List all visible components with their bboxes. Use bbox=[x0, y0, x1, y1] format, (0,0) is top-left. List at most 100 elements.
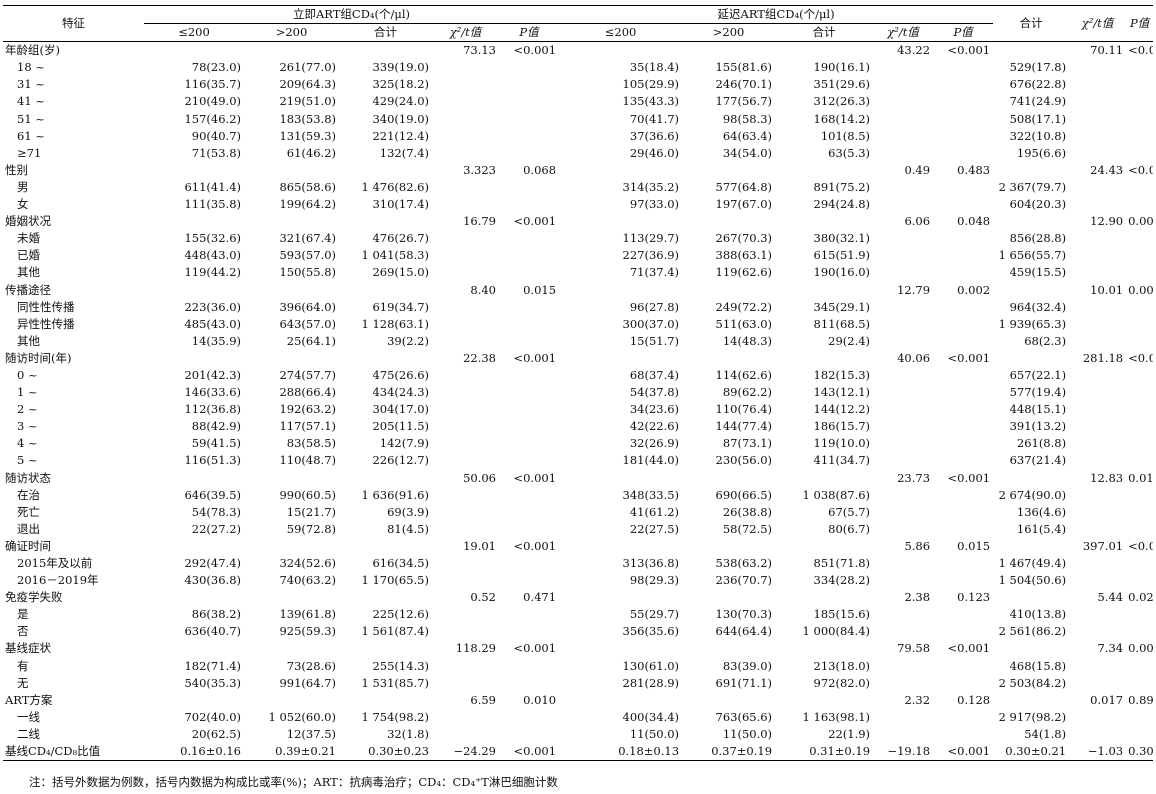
cell-i-gt200: 324(52.6) bbox=[279, 556, 336, 570]
cell-d-subtotal: 144(12.2) bbox=[813, 402, 871, 417]
cell-d-le200 bbox=[559, 640, 682, 657]
cell-total-stat bbox=[1069, 452, 1126, 469]
cell-total-p bbox=[1126, 504, 1153, 521]
cell-d-gt200: 236(70.7) bbox=[715, 573, 773, 588]
cell-d-p bbox=[933, 367, 993, 384]
row-label: ≥71 bbox=[17, 145, 42, 160]
cell-d-p bbox=[933, 93, 993, 110]
cell-d-stat bbox=[873, 435, 933, 452]
cell-i-stat bbox=[432, 606, 499, 623]
cell-d-stat bbox=[873, 333, 933, 350]
cell-i-stat bbox=[432, 709, 499, 726]
cell-d-le200: 113(29.7) bbox=[622, 231, 680, 246]
cell-i-stat bbox=[432, 555, 499, 572]
cell-d-p bbox=[933, 623, 993, 640]
cell-total: 529(17.8) bbox=[1009, 60, 1067, 75]
table-row: 61 ~ 90(40.7) 131(59.3) 221(12.4) 37(36.6) 64… bbox=[3, 128, 1153, 145]
cell-i-p bbox=[499, 264, 559, 281]
cell-d-p bbox=[933, 111, 993, 128]
row-label: 否 bbox=[17, 624, 29, 639]
cell-d-p bbox=[933, 316, 993, 333]
cell-d-p bbox=[933, 658, 993, 675]
cell-d-stat: 12.79 bbox=[897, 282, 931, 297]
cell-total-stat bbox=[1069, 145, 1126, 162]
cell-total-stat bbox=[1069, 333, 1126, 350]
row-label: 51 ~ bbox=[17, 111, 45, 126]
cell-i-stat bbox=[432, 196, 499, 213]
cell-i-stat: 19.01 bbox=[463, 538, 496, 553]
cell-d-p bbox=[933, 675, 993, 692]
cell-total-stat bbox=[1069, 128, 1126, 145]
cell-i-le200: 201(42.3) bbox=[184, 367, 241, 382]
cell-d-gt200: 64(63.4) bbox=[722, 128, 773, 143]
cell-d-p bbox=[933, 401, 993, 418]
cell-i-le200: 146(33.6) bbox=[184, 385, 241, 400]
cell-i-le200 bbox=[144, 350, 244, 367]
cell-d-p: <0.001 bbox=[947, 641, 991, 656]
cell-d-le200: 227(36.9) bbox=[622, 248, 680, 263]
cell-total bbox=[993, 162, 1069, 179]
cell-i-gt200: 274(57.7) bbox=[279, 367, 336, 382]
cell-i-le200: 14(35.9) bbox=[191, 333, 241, 348]
cell-i-le200: 78(23.0) bbox=[191, 60, 241, 75]
cell-i-p bbox=[499, 384, 559, 401]
cell-d-p: <0.001 bbox=[947, 350, 991, 365]
cell-i-p bbox=[499, 452, 559, 469]
cell-d-gt200: 690(66.5) bbox=[715, 487, 773, 502]
cell-d-stat bbox=[873, 572, 933, 589]
cell-i-stat bbox=[432, 504, 499, 521]
d-p-header: P值 bbox=[933, 23, 994, 43]
cell-i-le200 bbox=[144, 162, 244, 179]
cell-i-stat bbox=[432, 367, 499, 384]
cell-i-le200 bbox=[144, 470, 244, 487]
cell-d-subtotal bbox=[775, 213, 873, 230]
cell-i-stat bbox=[432, 521, 499, 538]
cell-i-gt200: 83(58.5) bbox=[286, 436, 336, 451]
cell-d-le200 bbox=[559, 162, 682, 179]
cell-d-gt200 bbox=[682, 640, 775, 657]
table-row: 随访时间(年) 22.38 <0.001 40.06 <0.001 281.18 <0.00… bbox=[3, 350, 1153, 367]
cell-i-le200 bbox=[144, 538, 244, 555]
cell-i-gt200 bbox=[244, 589, 339, 606]
cell-d-gt200: 388(63.1) bbox=[715, 248, 773, 263]
table-row: 年龄组(岁) 73.13 <0.001 43.22 <0.001 70.11 <0.001 bbox=[3, 42, 1153, 60]
cell-total-p bbox=[1126, 145, 1153, 162]
cell-total: 2 367(79.7) bbox=[998, 179, 1067, 194]
row-label: 异性性传播 bbox=[17, 316, 75, 331]
cell-i-subtotal: 205(11.5) bbox=[372, 419, 429, 434]
cell-i-p bbox=[499, 521, 559, 538]
cell-d-gt200: 691(71.1) bbox=[715, 675, 773, 690]
cell-i-p bbox=[499, 196, 559, 213]
cell-d-p: 0.015 bbox=[957, 538, 991, 553]
table-row: 其他 119(44.2) 150(55.8) 269(15.0) 71(37.4) 119… bbox=[3, 264, 1153, 281]
cell-d-subtotal: 182(15.3) bbox=[813, 367, 871, 382]
row-label: 未婚 bbox=[17, 231, 40, 246]
cell-i-p bbox=[499, 76, 559, 93]
cell-d-gt200: 114(62.6) bbox=[715, 367, 773, 382]
cell-i-p: 0.010 bbox=[523, 692, 557, 707]
cell-d-p bbox=[933, 487, 993, 504]
cell-d-subtotal: 891(75.2) bbox=[813, 179, 871, 194]
cell-d-subtotal: 185(15.6) bbox=[813, 607, 871, 622]
cell-total-p bbox=[1126, 59, 1153, 76]
row-label: 女 bbox=[17, 197, 29, 212]
table-container: 特征 立即ART组CD₄(个/μl) 延迟ART组CD₄(个/μl) 合计 χ²… bbox=[3, 4, 1154, 762]
cell-d-le200: 70(41.7) bbox=[629, 111, 680, 126]
cell-d-stat bbox=[873, 299, 933, 316]
cell-d-subtotal: 190(16.0) bbox=[813, 265, 871, 280]
cell-i-stat bbox=[432, 452, 499, 469]
cell-d-p bbox=[933, 247, 993, 264]
cell-i-subtotal: 132(7.4) bbox=[379, 145, 429, 160]
cell-d-gt200: 577(64.8) bbox=[715, 179, 773, 194]
cell-total-p bbox=[1126, 179, 1153, 196]
cell-total bbox=[993, 589, 1069, 606]
row-label: 退出 bbox=[17, 521, 40, 536]
cell-i-subtotal bbox=[339, 282, 432, 299]
row-label: 基线症状 bbox=[5, 641, 51, 656]
cell-d-subtotal: 334(28.2) bbox=[813, 573, 871, 588]
cell-d-le200 bbox=[559, 470, 682, 487]
cell-d-le200: 55(29.7) bbox=[629, 607, 680, 622]
i-gt200-header: >200 bbox=[244, 23, 339, 43]
cell-i-le200: 155(32.6) bbox=[184, 231, 241, 246]
cell-i-subtotal bbox=[339, 538, 432, 555]
